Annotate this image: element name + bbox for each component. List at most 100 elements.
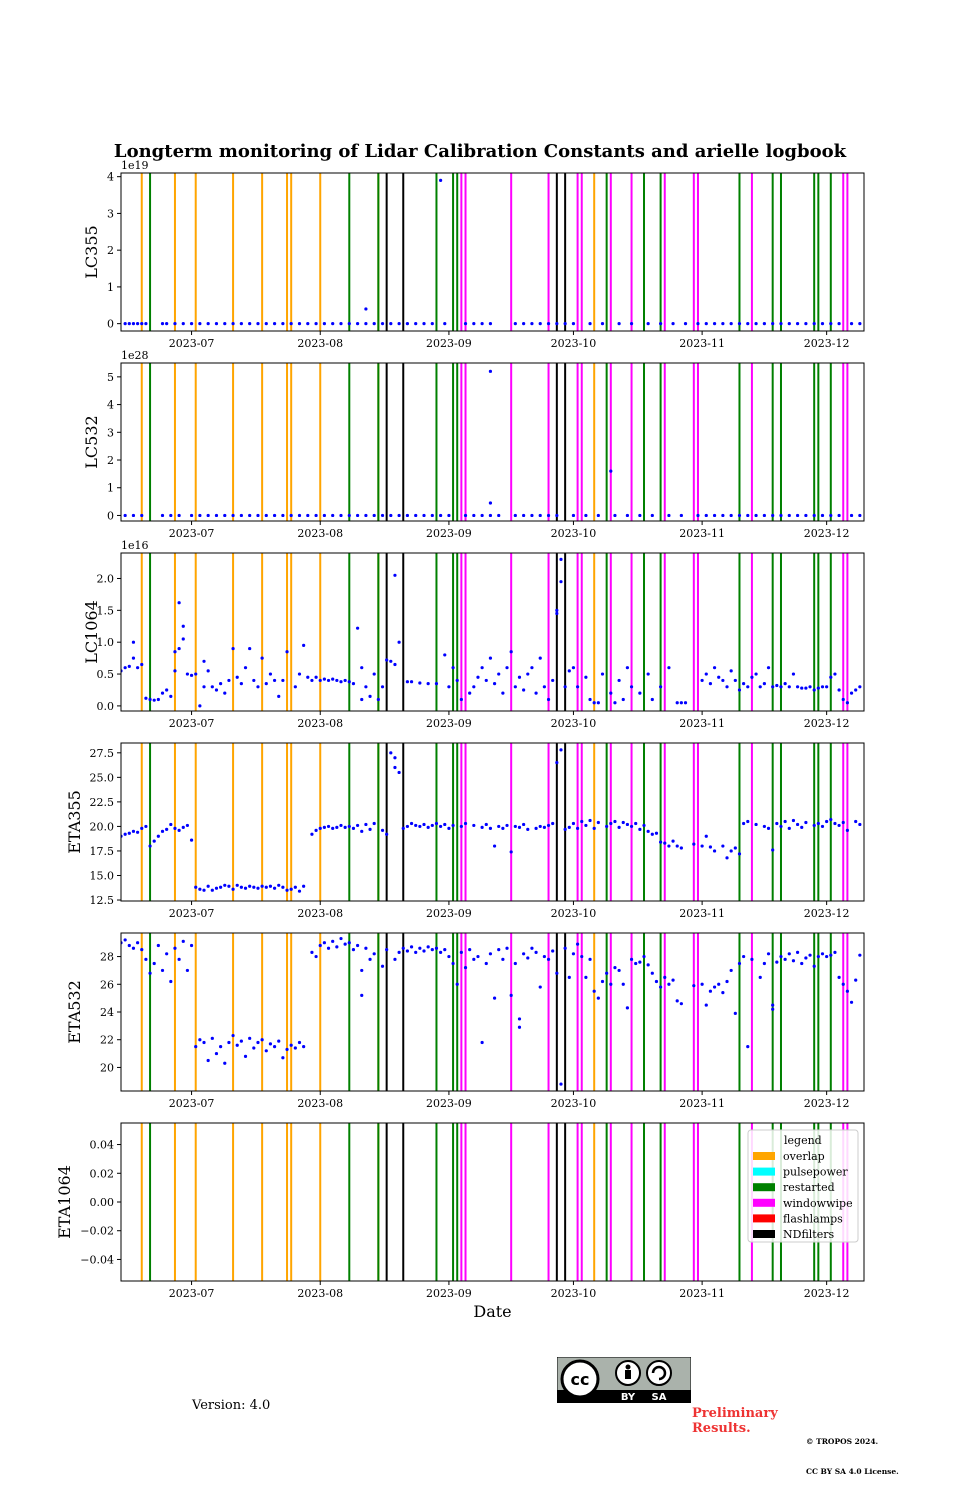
data-point bbox=[443, 948, 447, 952]
data-point bbox=[189, 322, 194, 326]
data-point bbox=[214, 513, 219, 518]
data-point bbox=[430, 948, 434, 952]
data-point bbox=[837, 513, 841, 518]
legend: legend overlap pulsepower restarted windowwi… bbox=[747, 1129, 859, 1243]
data-point bbox=[804, 686, 808, 690]
data-point bbox=[393, 765, 397, 770]
data-point bbox=[422, 513, 426, 518]
data-point bbox=[219, 1045, 223, 1049]
data-point bbox=[575, 685, 580, 689]
data-point bbox=[123, 666, 127, 670]
data-point bbox=[360, 829, 364, 833]
svg-text:cc: cc bbox=[571, 1370, 590, 1389]
data-point bbox=[418, 946, 422, 950]
data-point bbox=[501, 826, 505, 830]
x-tick-label: 2023-12 bbox=[804, 1097, 850, 1110]
data-point bbox=[248, 322, 252, 326]
data-point bbox=[613, 819, 617, 824]
data-point bbox=[347, 680, 351, 684]
data-point bbox=[272, 678, 277, 683]
data-point bbox=[854, 978, 858, 982]
data-point bbox=[472, 322, 476, 326]
x-tick-label: 2023-08 bbox=[297, 717, 343, 730]
data-point bbox=[837, 975, 841, 979]
data-point bbox=[771, 848, 775, 852]
data-point bbox=[173, 650, 177, 654]
data-point bbox=[451, 823, 455, 828]
data-point bbox=[252, 678, 256, 683]
data-point bbox=[335, 945, 339, 949]
data-point bbox=[488, 656, 493, 660]
data-point bbox=[551, 821, 555, 826]
data-point bbox=[555, 611, 559, 616]
data-point bbox=[418, 681, 422, 685]
data-point bbox=[692, 842, 696, 846]
y-tick-label: 15.0 bbox=[90, 869, 115, 882]
data-point bbox=[331, 513, 335, 518]
data-point bbox=[567, 669, 571, 673]
x-tick-label: 2023-12 bbox=[804, 527, 850, 540]
data-point bbox=[762, 824, 766, 829]
data-point bbox=[845, 701, 849, 705]
data-point bbox=[746, 513, 750, 518]
data-point bbox=[538, 322, 542, 326]
data-point bbox=[779, 685, 783, 689]
x-tick-label: 2023-10 bbox=[551, 717, 597, 730]
data-point bbox=[522, 952, 526, 956]
data-point bbox=[189, 838, 194, 842]
data-point bbox=[202, 888, 206, 892]
data-point bbox=[401, 826, 405, 830]
data-point bbox=[289, 1043, 293, 1047]
panel-plot-area bbox=[121, 553, 862, 711]
data-point bbox=[729, 322, 733, 326]
data-point bbox=[771, 513, 775, 518]
panel-lc1064: 0.0 0.5 1.0 1.5 2.0 2023-07 2023-08 2023-09 2023… bbox=[82, 539, 865, 730]
data-point bbox=[754, 822, 758, 827]
panel-plot-area bbox=[123, 363, 862, 521]
data-point bbox=[256, 685, 260, 689]
data-point bbox=[771, 685, 775, 689]
data-point bbox=[380, 828, 385, 832]
y-tick-label: 1.0 bbox=[97, 636, 115, 649]
data-point bbox=[654, 831, 659, 835]
legend-entry-restarted: restarted bbox=[783, 1181, 835, 1194]
data-point bbox=[409, 821, 414, 826]
data-point bbox=[372, 672, 376, 676]
data-point bbox=[314, 954, 318, 959]
data-point bbox=[223, 1061, 227, 1065]
data-point bbox=[451, 666, 455, 670]
data-point bbox=[609, 469, 613, 473]
data-point bbox=[659, 322, 663, 326]
data-point bbox=[775, 960, 779, 964]
copyright-line-2: CC BY SA 4.0 License. bbox=[806, 1467, 899, 1476]
y-tick-label: 1 bbox=[107, 482, 114, 495]
data-point bbox=[849, 513, 854, 518]
y-tick-label: 0 bbox=[107, 509, 114, 522]
data-point bbox=[380, 513, 385, 518]
data-point bbox=[526, 672, 530, 676]
chart-title: Longterm monitoring of Lidar Calibration… bbox=[113, 141, 847, 162]
data-point bbox=[285, 888, 289, 892]
data-point bbox=[281, 322, 285, 326]
data-point bbox=[629, 824, 634, 829]
data-point bbox=[152, 839, 156, 843]
data-point bbox=[488, 826, 493, 830]
data-point bbox=[243, 886, 248, 890]
data-point bbox=[501, 957, 505, 961]
data-point bbox=[322, 941, 326, 945]
data-point bbox=[439, 950, 443, 955]
y-tick-label: 0.5 bbox=[97, 668, 115, 681]
data-point bbox=[131, 829, 136, 833]
data-point bbox=[235, 883, 239, 887]
data-point bbox=[198, 887, 202, 891]
data-point bbox=[592, 826, 596, 830]
x-tick-label: 2023-08 bbox=[297, 527, 343, 540]
data-point bbox=[293, 1046, 297, 1050]
data-point bbox=[505, 823, 509, 828]
x-tick-label: 2023-12 bbox=[804, 907, 850, 920]
data-point bbox=[264, 322, 268, 326]
data-point bbox=[173, 669, 177, 673]
data-point bbox=[322, 513, 326, 518]
data-point bbox=[422, 822, 426, 827]
data-point bbox=[173, 826, 177, 830]
